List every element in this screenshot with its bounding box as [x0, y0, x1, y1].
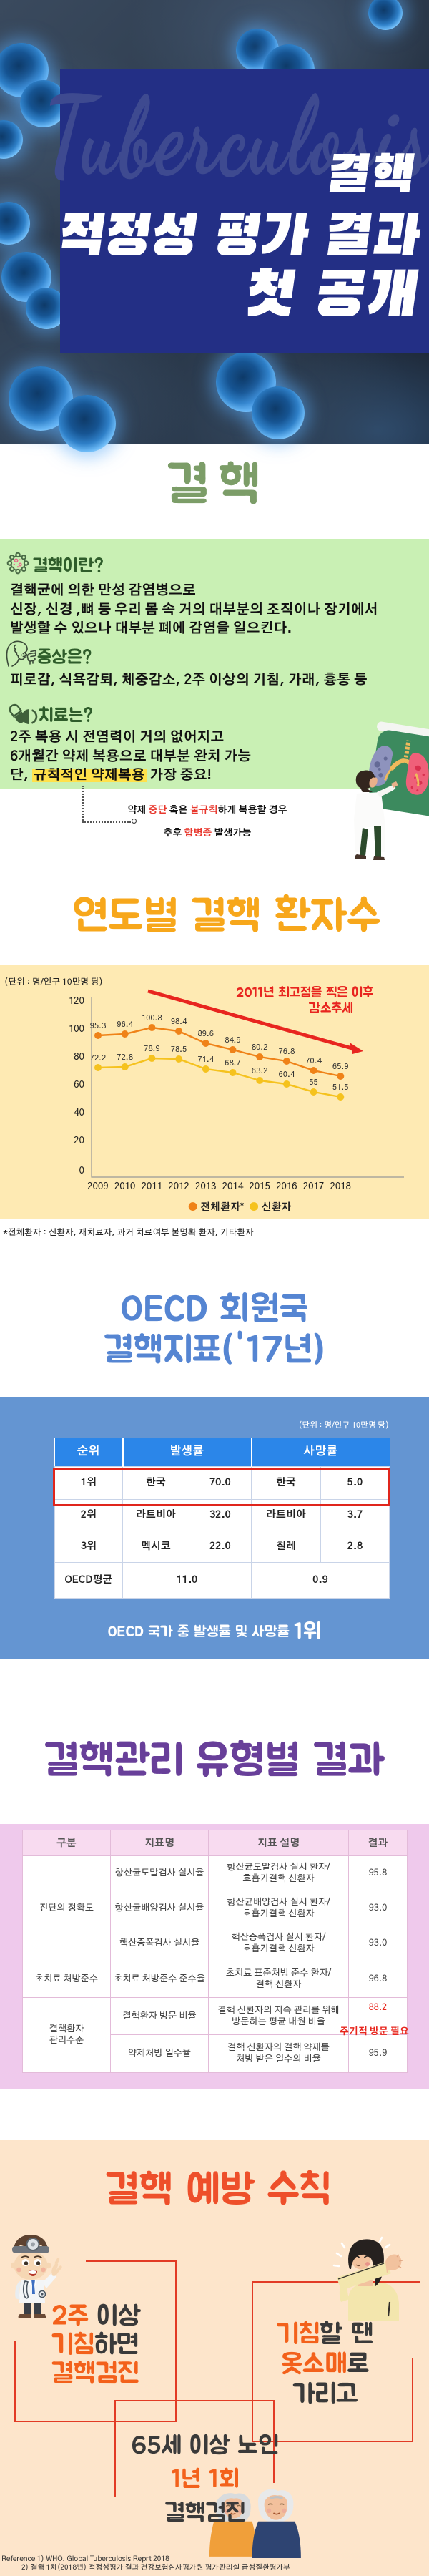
- svg-text:98.4: 98.4: [171, 1018, 187, 1026]
- svg-text:20: 20: [74, 1136, 84, 1146]
- svg-text:2017: 2017: [303, 1182, 324, 1191]
- svg-text:95.3: 95.3: [90, 1023, 107, 1030]
- svg-text:120: 120: [69, 997, 85, 1006]
- svg-text:2009: 2009: [87, 1182, 109, 1191]
- svg-text:2010: 2010: [114, 1182, 136, 1191]
- svg-text:72.2: 72.2: [90, 1055, 107, 1063]
- svg-text:감소추세: 감소추세: [309, 1001, 353, 1015]
- svg-text:72.8: 72.8: [117, 1054, 133, 1062]
- svg-text:84.9: 84.9: [225, 1037, 241, 1045]
- svg-text:55: 55: [309, 1079, 317, 1087]
- svg-text:63.2: 63.2: [252, 1068, 268, 1075]
- svg-text:60.4: 60.4: [279, 1071, 295, 1079]
- svg-text:100.8: 100.8: [142, 1015, 162, 1023]
- svg-text:78.9: 78.9: [144, 1045, 160, 1053]
- svg-text:2011: 2011: [142, 1182, 162, 1191]
- svg-text:70.4: 70.4: [305, 1058, 322, 1065]
- svg-text:2011년 최고점을 찍은 이후: 2011년 최고점을 찍은 이후: [236, 985, 373, 1000]
- svg-text:65.9: 65.9: [332, 1063, 349, 1071]
- svg-text:51.5: 51.5: [332, 1084, 349, 1092]
- svg-text:80.2: 80.2: [252, 1044, 268, 1052]
- svg-text:2013: 2013: [195, 1182, 216, 1191]
- svg-text:100: 100: [69, 1025, 85, 1034]
- svg-text:0: 0: [79, 1166, 85, 1176]
- svg-text:89.6: 89.6: [198, 1030, 214, 1038]
- svg-text:2018: 2018: [330, 1182, 352, 1191]
- svg-text:2012: 2012: [168, 1182, 189, 1191]
- svg-text:76.8: 76.8: [279, 1048, 295, 1056]
- svg-text:68.7: 68.7: [225, 1060, 241, 1068]
- svg-text:2015: 2015: [249, 1182, 270, 1191]
- svg-text:2014: 2014: [222, 1182, 244, 1191]
- svg-text:2016: 2016: [276, 1182, 297, 1191]
- svg-text:96.4: 96.4: [117, 1021, 133, 1029]
- svg-text:71.4: 71.4: [198, 1056, 214, 1064]
- svg-text:40: 40: [74, 1108, 84, 1118]
- svg-text:80: 80: [74, 1053, 84, 1062]
- svg-text:78.5: 78.5: [171, 1046, 187, 1054]
- svg-text:60: 60: [74, 1080, 84, 1090]
